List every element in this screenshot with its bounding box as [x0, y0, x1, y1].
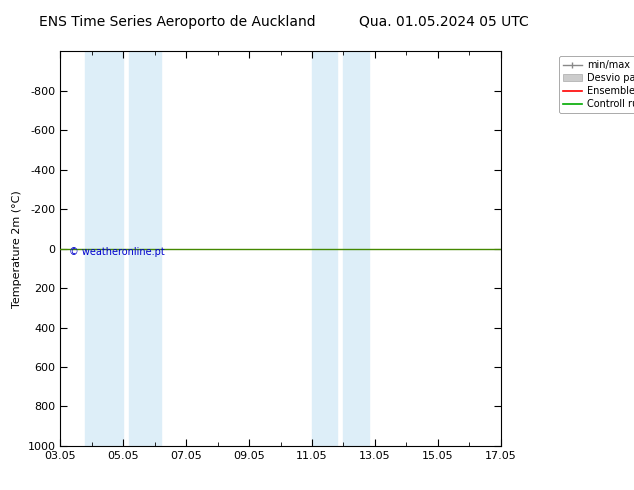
Bar [86, 51, 123, 446]
Text: ENS Time Series Aeroporto de Auckland: ENS Time Series Aeroporto de Auckland [39, 15, 316, 29]
Bar [312, 51, 337, 446]
Text: © weatheronline.pt: © weatheronline.pt [69, 246, 165, 257]
Y-axis label: Temperature 2m (°C): Temperature 2m (°C) [12, 190, 22, 308]
Bar [129, 51, 161, 446]
Text: Qua. 01.05.2024 05 UTC: Qua. 01.05.2024 05 UTC [359, 15, 529, 29]
Bar [344, 51, 369, 446]
Legend: min/max, Desvio padr tilde;o, Ensemble mean run, Controll run: min/max, Desvio padr tilde;o, Ensemble m… [559, 56, 634, 113]
